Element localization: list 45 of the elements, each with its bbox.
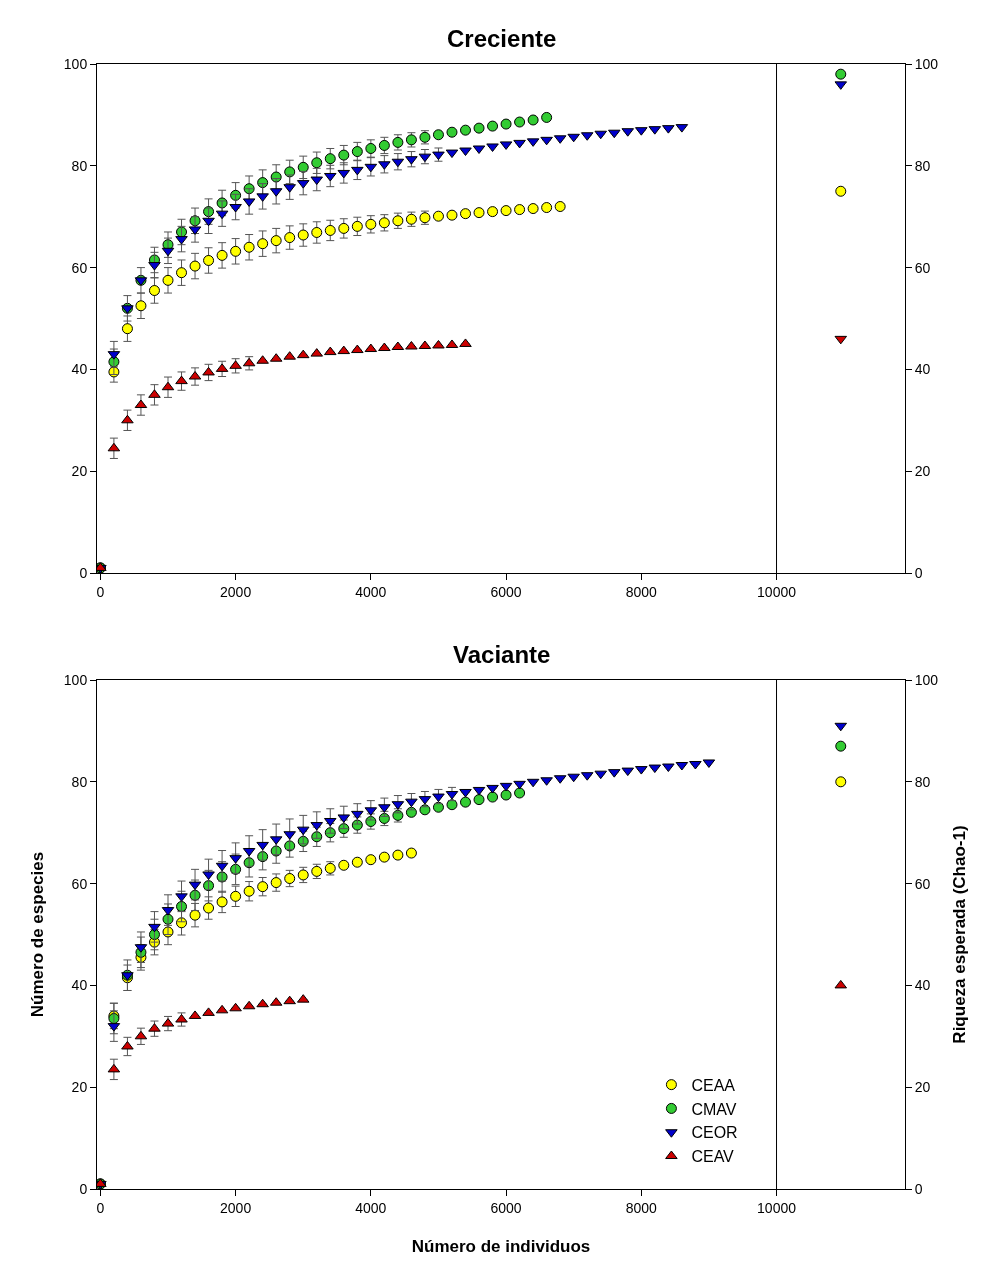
x-axis-title: Número de individuos xyxy=(411,1237,591,1257)
x-tick-label: 10000 xyxy=(757,1199,797,1216)
x-tick-label: 2000 xyxy=(220,1199,252,1216)
x-tick-label: 8000 xyxy=(625,1199,658,1216)
y-tick-label: 60 xyxy=(71,875,88,892)
y-tick-label: 100 xyxy=(63,55,88,72)
x-tick-label: 2000 xyxy=(220,583,252,600)
x-tick-label: 10000 xyxy=(757,583,797,600)
y2-tick-label: 100 xyxy=(914,55,939,72)
chart-title: Creciente xyxy=(447,25,557,52)
y-tick-label: 40 xyxy=(71,977,88,994)
y2-tick-label: 20 xyxy=(914,1079,931,1096)
y-axis-title: Número de especies xyxy=(28,851,48,1018)
legend-label: CEAA xyxy=(691,1076,736,1094)
legend-label: CEOR xyxy=(691,1124,738,1142)
y-tick-label: 80 xyxy=(71,157,88,174)
y2-tick-label: 0 xyxy=(914,564,923,581)
legend-label: CEAV xyxy=(691,1148,735,1166)
legend-label: CMAV xyxy=(691,1100,737,1118)
y2-tick-label: 0 xyxy=(914,1180,923,1197)
y2-tick-label: 60 xyxy=(914,259,931,276)
x-tick-label: 6000 xyxy=(490,583,522,600)
x-tick-label: 0 xyxy=(96,583,105,600)
y2-tick-label: 80 xyxy=(914,773,931,790)
y2-tick-label: 20 xyxy=(914,463,931,480)
y-tick-label: 60 xyxy=(71,259,88,276)
y-tick-label: 20 xyxy=(71,463,88,480)
y2-axis-title: Riqueza esperada (Chao-1) xyxy=(949,825,969,1044)
x-tick-label: 0 xyxy=(96,1199,105,1216)
y-tick-label: 100 xyxy=(63,671,88,688)
y2-tick-label: 40 xyxy=(914,361,931,378)
y-tick-label: 80 xyxy=(71,773,88,790)
chart-title: Vaciante xyxy=(453,641,551,668)
y-tick-label: 0 xyxy=(79,564,88,581)
y2-tick-label: 60 xyxy=(914,875,931,892)
y2-tick-label: 100 xyxy=(914,671,939,688)
x-tick-label: 4000 xyxy=(355,583,387,600)
y2-tick-label: 80 xyxy=(914,157,931,174)
y-tick-label: 20 xyxy=(71,1079,88,1096)
y2-tick-label: 40 xyxy=(914,977,931,994)
x-tick-label: 8000 xyxy=(625,583,658,600)
x-tick-label: 4000 xyxy=(355,1199,387,1216)
y-tick-label: 40 xyxy=(71,361,88,378)
x-tick-label: 6000 xyxy=(490,1199,522,1216)
y-tick-label: 0 xyxy=(79,1180,88,1197)
